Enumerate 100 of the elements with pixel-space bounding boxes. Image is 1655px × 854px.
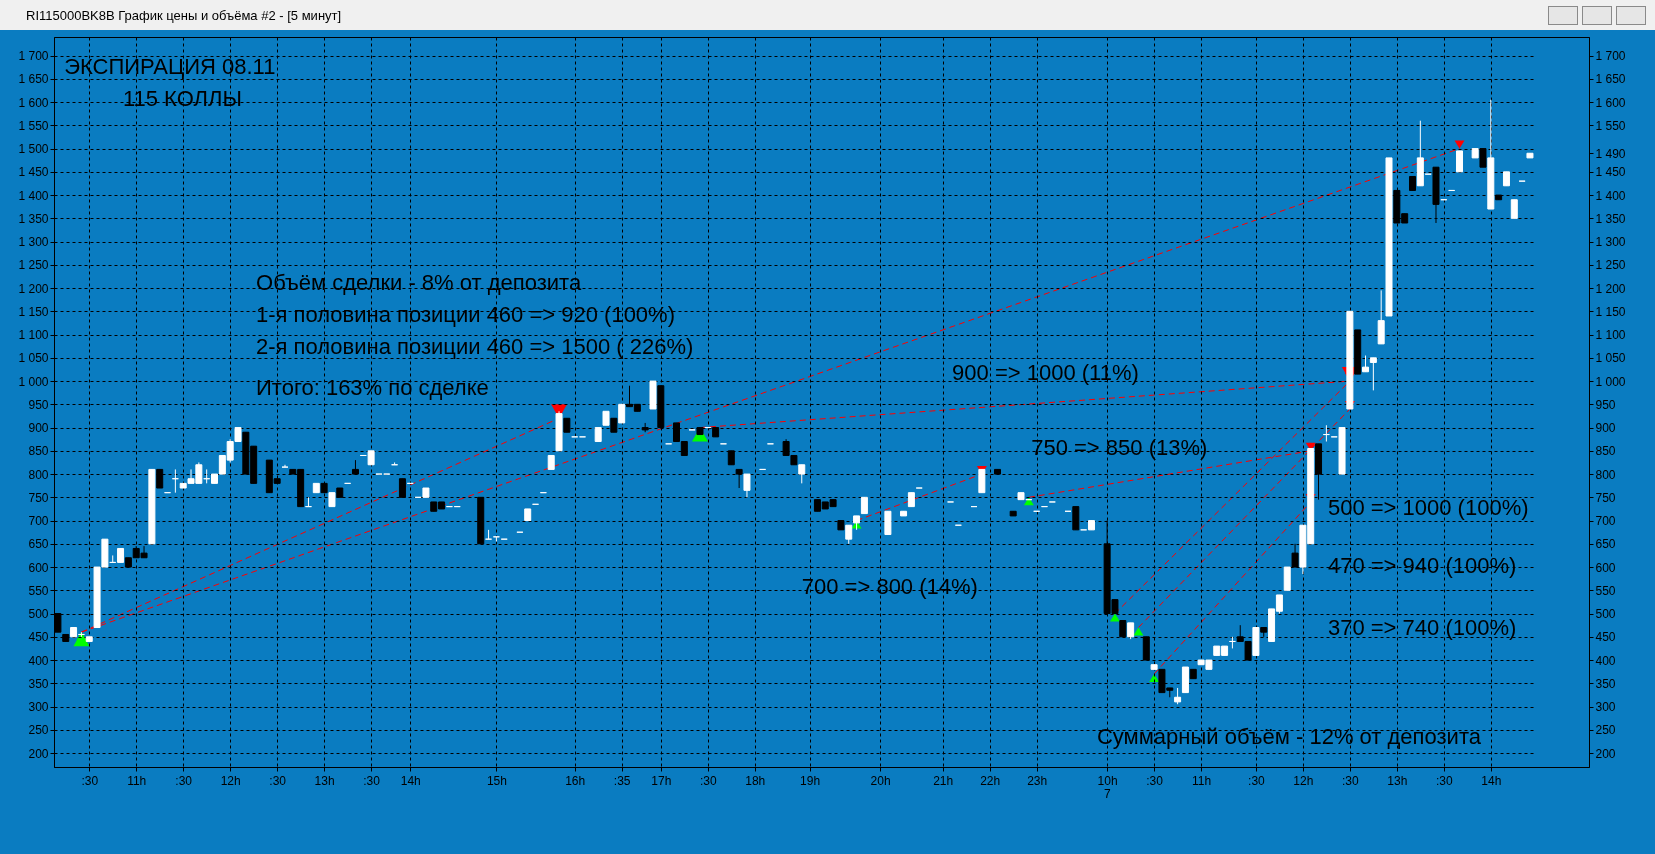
y-tick-label: 1 350 xyxy=(18,211,49,226)
y-tick-label: 800 xyxy=(28,467,49,482)
x-tick-label: 20h xyxy=(870,773,891,788)
candlestick xyxy=(845,524,853,545)
y-tick-label: 1 550 xyxy=(18,118,49,133)
x-tick-label: :35 xyxy=(613,773,631,788)
x-tick-label: 16h xyxy=(565,773,586,788)
candlestick xyxy=(1455,150,1463,173)
y-tick-label: 950 xyxy=(28,397,49,412)
y2-tick-label: 1 490 xyxy=(1595,146,1626,161)
y2-tick-label: 550 xyxy=(1595,583,1616,598)
candlestick xyxy=(884,510,892,536)
y2-tick-label: 850 xyxy=(1595,444,1616,459)
x-tick-label: 22h xyxy=(980,773,1001,788)
annotation: 900 => 1000 (11%) xyxy=(952,360,1139,386)
y2-tick-label: 500 xyxy=(1595,607,1616,622)
y2-tick-label: 1 200 xyxy=(1595,281,1626,296)
y-tick-label: 700 xyxy=(28,514,49,529)
y-tick-label: 1 400 xyxy=(18,188,49,203)
y2-tick-label: 200 xyxy=(1595,746,1616,761)
candlestick xyxy=(1369,357,1377,391)
annotation: 700 => 800 (14%) xyxy=(801,574,978,600)
annotation: 500 => 1000 (100%) xyxy=(1327,494,1529,520)
y2-tick-label: 1 100 xyxy=(1595,328,1626,343)
y2-tick-label: 1 650 xyxy=(1595,72,1626,87)
x-tick-label: :30 xyxy=(363,773,381,788)
y-tick-label: 550 xyxy=(28,583,49,598)
y2-tick-label: 400 xyxy=(1595,653,1616,668)
y2-tick-label: 750 xyxy=(1595,490,1616,505)
annotation: 470 => 940 (100%) xyxy=(1327,552,1517,578)
x-tick-label: 12h xyxy=(1293,773,1314,788)
candlestick xyxy=(1377,289,1385,345)
y2-tick-label: 800 xyxy=(1595,467,1616,482)
y-tick-label: 900 xyxy=(28,421,49,436)
y2-tick-label: 1 550 xyxy=(1595,118,1626,133)
x-tick-label: :30 xyxy=(1342,773,1360,788)
y-tick-label: 1 100 xyxy=(18,328,49,343)
y-tick-label: 1 300 xyxy=(18,235,49,250)
y-tick-label: 500 xyxy=(28,607,49,622)
x-tick-label: :30 xyxy=(175,773,193,788)
x-tick-label: 10h xyxy=(1097,773,1118,788)
x-tick-label: 12h xyxy=(220,773,241,788)
x-tick-label: 11h xyxy=(1192,773,1212,788)
y-tick-label: 1 200 xyxy=(18,281,49,296)
y2-tick-label: 1 150 xyxy=(1595,304,1626,319)
y-tick-label: 1 700 xyxy=(18,49,49,64)
y2-tick-label: 250 xyxy=(1595,723,1616,738)
candlestick xyxy=(1283,566,1291,591)
y2-tick-label: 900 xyxy=(1595,421,1616,436)
y2-tick-label: 1 600 xyxy=(1595,95,1626,110)
x-tick-label: 13h xyxy=(314,773,335,788)
x-tick-label: 11h xyxy=(127,773,147,788)
annotation: 2-я половина позиции 460 => 1500 ( 226%) xyxy=(256,333,694,359)
x-tick-label: 14h xyxy=(1481,773,1502,788)
y2-tick-label: 1 400 xyxy=(1595,188,1626,203)
y-tick-label: 200 xyxy=(28,746,49,761)
y2-tick-label: 600 xyxy=(1595,560,1616,575)
y-tick-label: 1 600 xyxy=(18,95,49,110)
y-tick-label: 350 xyxy=(28,676,49,691)
y-tick-label: 750 xyxy=(28,490,49,505)
text: ЭКСПИРАЦИЯ 08.11 xyxy=(64,53,276,79)
y-tick-label: 450 xyxy=(28,630,49,645)
annotation: Суммарный объём - 12% от депозита xyxy=(1096,724,1482,750)
x-tick-label: 14h xyxy=(400,773,421,788)
x-tick-label: 21h xyxy=(933,773,954,788)
y-tick-label: 1 050 xyxy=(18,351,49,366)
x-tick-label: 18h xyxy=(745,773,766,788)
y2-tick-label: 650 xyxy=(1595,537,1616,552)
y2-tick-label: 1 250 xyxy=(1595,258,1626,273)
text: 7 xyxy=(1104,787,1111,801)
text: RI115000BK8B График цены и объёма #2 - [5 минут] xyxy=(26,7,342,23)
y-tick-label: 1 500 xyxy=(18,142,49,157)
x-tick-label: :30 xyxy=(1248,773,1266,788)
x-tick-label: 17h xyxy=(651,773,672,788)
y2-tick-label: 1 350 xyxy=(1595,211,1626,226)
x-tick-label: :30 xyxy=(1435,773,1453,788)
y-tick-label: 1 450 xyxy=(18,165,49,180)
x-tick-label: :30 xyxy=(699,773,717,788)
y2-tick-label: 700 xyxy=(1595,514,1616,529)
y2-tick-label: 1 300 xyxy=(1595,235,1626,250)
y2-tick-label: 1 050 xyxy=(1595,351,1626,366)
y-tick-label: 1 000 xyxy=(18,374,49,389)
annotation: 370 => 740 (100%) xyxy=(1327,614,1517,640)
y2-tick-label: 450 xyxy=(1595,630,1616,645)
y-tick-label: 650 xyxy=(28,537,49,552)
x-tick-label: :30 xyxy=(269,773,287,788)
candlestick xyxy=(618,403,626,424)
y-tick-label: 600 xyxy=(28,560,49,575)
y2-tick-label: 350 xyxy=(1595,676,1616,691)
candlestick xyxy=(1510,199,1518,219)
y2-tick-label: 950 xyxy=(1595,397,1616,412)
x-tick-label: :30 xyxy=(81,773,99,788)
candlestick xyxy=(281,464,289,468)
y-tick-label: 1 650 xyxy=(18,72,49,87)
y2-tick-label: 1 700 xyxy=(1595,49,1626,64)
annotation: Итого: 163% по сделке xyxy=(256,375,489,401)
candlestick xyxy=(798,464,806,484)
y2-tick-label: 300 xyxy=(1595,700,1616,715)
y-tick-label: 850 xyxy=(28,444,49,459)
y2-tick-label: 1 450 xyxy=(1595,165,1626,180)
